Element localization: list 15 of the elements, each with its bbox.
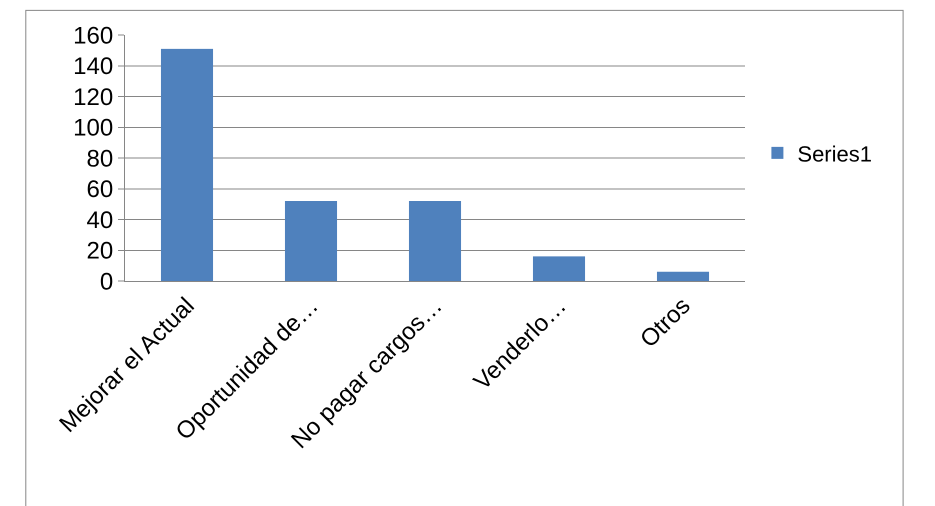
y-tick-label: 100 bbox=[73, 114, 114, 142]
y-tick-label: 20 bbox=[86, 238, 114, 265]
y-tick-label: 140 bbox=[73, 53, 114, 80]
y-tick-label: 80 bbox=[86, 145, 114, 172]
bar bbox=[408, 201, 462, 281]
y-tick-label: 60 bbox=[86, 176, 114, 204]
bar bbox=[160, 48, 214, 281]
bar bbox=[284, 201, 338, 281]
bar bbox=[532, 256, 586, 281]
bar bbox=[656, 272, 710, 281]
y-tick-label: 0 bbox=[100, 268, 114, 296]
y-tick-label: 120 bbox=[73, 84, 114, 111]
y-tick-label: 160 bbox=[73, 22, 114, 50]
legend-label: Series1 bbox=[797, 141, 872, 166]
y-tick-label: 40 bbox=[86, 206, 114, 234]
